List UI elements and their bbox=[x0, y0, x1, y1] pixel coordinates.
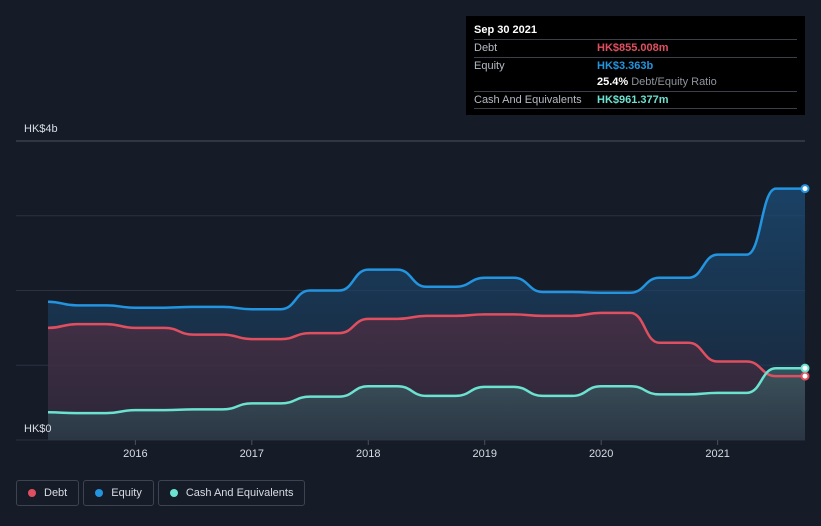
tooltip-equity-row: Equity HK$3.363b bbox=[474, 56, 797, 75]
cash-line bbox=[47, 366, 805, 415]
y-axis-top-label: HK$4b bbox=[24, 123, 58, 135]
tooltip-equity-value: HK$3.363b bbox=[597, 59, 654, 72]
x-tick-label: 2021 bbox=[705, 448, 729, 460]
x-tick-label: 2017 bbox=[240, 448, 264, 460]
debt-dot-icon bbox=[28, 489, 36, 497]
series-end-markers bbox=[800, 184, 810, 381]
chart-tooltip: Sep 30 2021 Debt HK$855.008m Equity HK$3… bbox=[466, 16, 805, 115]
cash-end-marker bbox=[800, 363, 810, 373]
tooltip-cash-value: HK$961.377m bbox=[597, 93, 669, 106]
legend-cash-label: Cash And Equivalents bbox=[185, 487, 294, 499]
tooltip-debt-label: Debt bbox=[474, 42, 498, 54]
tooltip-ratio-row: 25.4% Debt/Equity Ratio bbox=[474, 74, 797, 91]
series-lines bbox=[47, 187, 805, 415]
chart-legend: Debt Equity Cash And Equivalents bbox=[16, 480, 306, 506]
y-axis-bottom-label: HK$0 bbox=[24, 423, 52, 435]
equity-dot-icon bbox=[95, 489, 104, 497]
x-tick-label: 2019 bbox=[472, 448, 496, 460]
axis-labels: HK$4b HK$0 2016 2017 2018 2019 2020 2021 bbox=[24, 123, 730, 460]
tooltip-equity-label: Equity bbox=[474, 59, 505, 72]
debt-line bbox=[47, 311, 805, 378]
tooltip-debt-value: HK$855.008m bbox=[597, 42, 669, 54]
legend-item-cash[interactable]: Cash And Equivalents bbox=[157, 480, 306, 506]
tooltip-debt-row: Debt HK$855.008m bbox=[474, 39, 797, 57]
debt-equity-chart: HK$4b HK$0 2016 2017 2018 2019 2020 2021 bbox=[16, 123, 810, 460]
legend-debt-label: Debt bbox=[44, 487, 68, 499]
tooltip-date: Sep 30 2021 bbox=[474, 24, 537, 36]
equity-line bbox=[47, 187, 805, 311]
debt-end-marker bbox=[800, 371, 810, 381]
series-areas bbox=[48, 188, 805, 440]
equity-end-marker bbox=[800, 184, 810, 194]
x-tick-label: 2018 bbox=[356, 448, 380, 460]
x-tick-label: 2020 bbox=[589, 448, 613, 460]
cash-area bbox=[48, 368, 805, 440]
tooltip-ratio-label: Debt/Equity Ratio bbox=[631, 76, 717, 88]
tooltip-ratio-value: 25.4% bbox=[597, 76, 629, 88]
legend-item-debt[interactable]: Debt bbox=[16, 480, 80, 506]
cash-dot-icon bbox=[169, 489, 178, 497]
x-tick-label: 2016 bbox=[123, 448, 147, 460]
tooltip-cash-row: Cash And Equivalents HK$961.377m bbox=[474, 90, 797, 109]
legend-item-equity[interactable]: Equity bbox=[83, 480, 154, 506]
tooltip-cash-label: Cash And Equivalents bbox=[474, 93, 582, 106]
legend-equity-label: Equity bbox=[111, 487, 142, 499]
